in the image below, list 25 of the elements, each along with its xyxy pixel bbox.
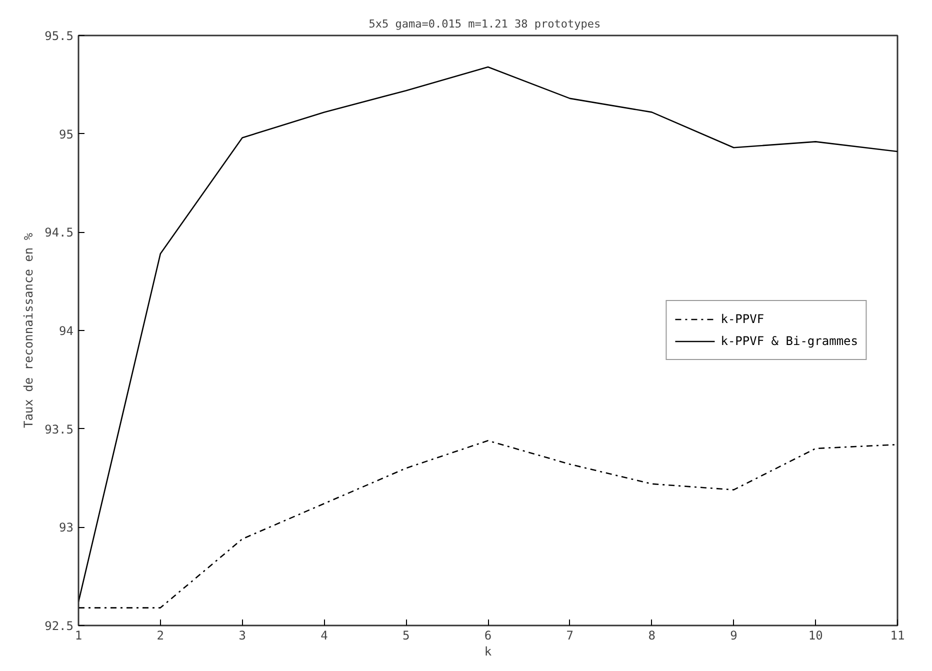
line-series [78, 440, 898, 608]
y-tick-label: 93 [59, 520, 74, 535]
y-tick-label: 94.5 [44, 226, 74, 240]
y-tick-label: 93.5 [44, 422, 74, 436]
x-axis-title: k [484, 644, 492, 658]
y-tick-label: 95.5 [44, 29, 74, 43]
legend-label: k-PPVF & Bi-grammes [720, 334, 858, 348]
x-tick-label: 1 [74, 628, 82, 642]
x-tick-label: 8 [648, 628, 656, 642]
x-tick-label: 6 [484, 628, 492, 642]
x-tick-label: 9 [730, 628, 738, 642]
x-tick-label: 4 [320, 628, 328, 642]
x-tick-label: 11 [890, 628, 905, 642]
x-tick-label: 10 [808, 628, 823, 642]
legend-label: k-PPVF [720, 312, 764, 326]
x-tick-label: 2 [156, 628, 164, 642]
y-axis-title: Taux de reconnaissance en % [22, 232, 36, 428]
line-series [78, 66, 898, 603]
y-tick-label: 94 [59, 324, 74, 338]
y-tick-label: 92.5 [44, 619, 74, 633]
x-tick-label: 3 [238, 628, 246, 642]
chart-title: 5x5 gama=0.015 m=1.21 38 prototypes [368, 18, 601, 30]
y-tick-label: 95 [59, 127, 74, 142]
x-tick-label: 5 [402, 628, 410, 642]
x-tick-label: 7 [566, 628, 574, 642]
